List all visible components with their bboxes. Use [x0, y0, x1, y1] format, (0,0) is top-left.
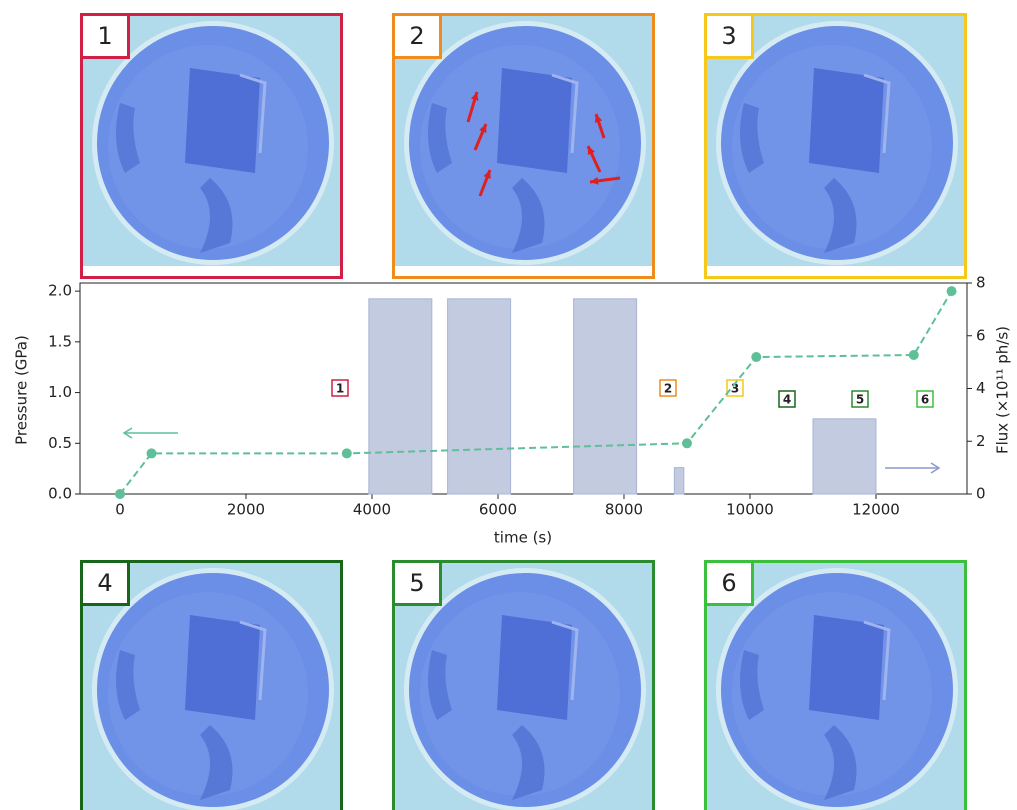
y2-tick-label: 6 [976, 326, 986, 344]
photo-panel: 1 [80, 13, 343, 279]
panel-label-box [392, 13, 442, 59]
pressure-point [751, 352, 762, 363]
annotation: 6 [921, 393, 929, 407]
panel-border [80, 13, 343, 279]
pressure-point [341, 448, 352, 459]
pressure-point [146, 448, 157, 459]
red-arrow-head [470, 92, 479, 101]
photo-panel: 3 [704, 13, 967, 279]
annotation: 3 [731, 382, 739, 396]
red-arrow-head [590, 177, 599, 185]
red-arrow-head [594, 114, 603, 123]
panel-label: 4 [97, 569, 112, 597]
flux-bar [673, 467, 685, 495]
annotation: 1 [336, 382, 344, 396]
x-tick-label: 10000 [726, 501, 774, 519]
flux-bar [573, 298, 638, 495]
panel-border [392, 13, 655, 279]
photo-panel: 5 [392, 123, 655, 810]
annotation-box [851, 390, 869, 408]
annotation-box [916, 390, 934, 408]
left-arrow [122, 427, 178, 439]
right-arrow [885, 462, 941, 474]
flux-bar [812, 418, 877, 495]
y-axis-label: Pressure (GPa) [13, 335, 31, 445]
annotation-box [778, 390, 796, 408]
panel-label: 6 [721, 569, 736, 597]
y2-tick-label: 0 [976, 485, 986, 503]
x-tick-label: 12000 [852, 501, 900, 519]
red-arrow-head [483, 170, 491, 179]
panel-label: 3 [721, 22, 736, 50]
y2-axis-label: Flux (×10¹¹ ph/s) [994, 326, 1012, 454]
annotation: 5 [856, 393, 864, 407]
pressure-point [946, 286, 957, 297]
flux-bar [368, 298, 433, 495]
pressure-point [908, 350, 919, 361]
annotation-box [659, 379, 677, 397]
panel-label-box [392, 560, 442, 606]
annotation-box [726, 379, 744, 397]
x-tick-label: 2000 [227, 501, 265, 519]
annotation: 4 [783, 393, 791, 407]
y-tick-label: 1.0 [48, 383, 72, 401]
annotation: 2 [664, 382, 672, 396]
x-tick-label: 0 [115, 501, 125, 519]
y-tick-label: 1.5 [48, 332, 72, 350]
pressure-point [681, 438, 692, 449]
pressure-point [115, 489, 126, 499]
panel-label: 5 [409, 569, 424, 597]
panel-label-box [704, 560, 754, 606]
photo-panel: 2 [392, 13, 655, 279]
panel-label: 2 [409, 22, 424, 50]
photo-panel: 6 [704, 560, 967, 810]
x-tick-label: 6000 [479, 501, 517, 519]
y-tick-label: 0.5 [48, 434, 72, 452]
x-tick-label: 4000 [353, 501, 391, 519]
flux-bar [447, 298, 512, 495]
y2-tick-label: 8 [976, 274, 986, 292]
x-tick-label: 8000 [605, 501, 643, 519]
panel-border [704, 560, 967, 810]
panel-label: 1 [97, 22, 112, 50]
y-tick-label: 2.0 [48, 282, 72, 300]
chart: time (s) Pressure (GPa) Flux (×10¹¹ ph/s… [13, 274, 1012, 547]
photo-panel: 4 [80, 560, 343, 810]
panel-border [704, 13, 967, 279]
y2-tick-label: 2 [976, 432, 986, 450]
y-tick-label: 0.0 [48, 485, 72, 503]
annotation-box [331, 379, 349, 397]
panel-border [80, 560, 343, 810]
panel-label-box [80, 13, 130, 59]
y2-tick-label: 4 [976, 379, 986, 397]
x-axis-label: time (s) [494, 529, 552, 547]
panel-border [392, 560, 655, 810]
red-arrow-head [587, 146, 595, 155]
panel-label-box [80, 560, 130, 606]
red-arrow-head [479, 124, 487, 133]
panels: 1 2 3 4 5 6 [80, 13, 967, 810]
panel-label-box [704, 13, 754, 59]
